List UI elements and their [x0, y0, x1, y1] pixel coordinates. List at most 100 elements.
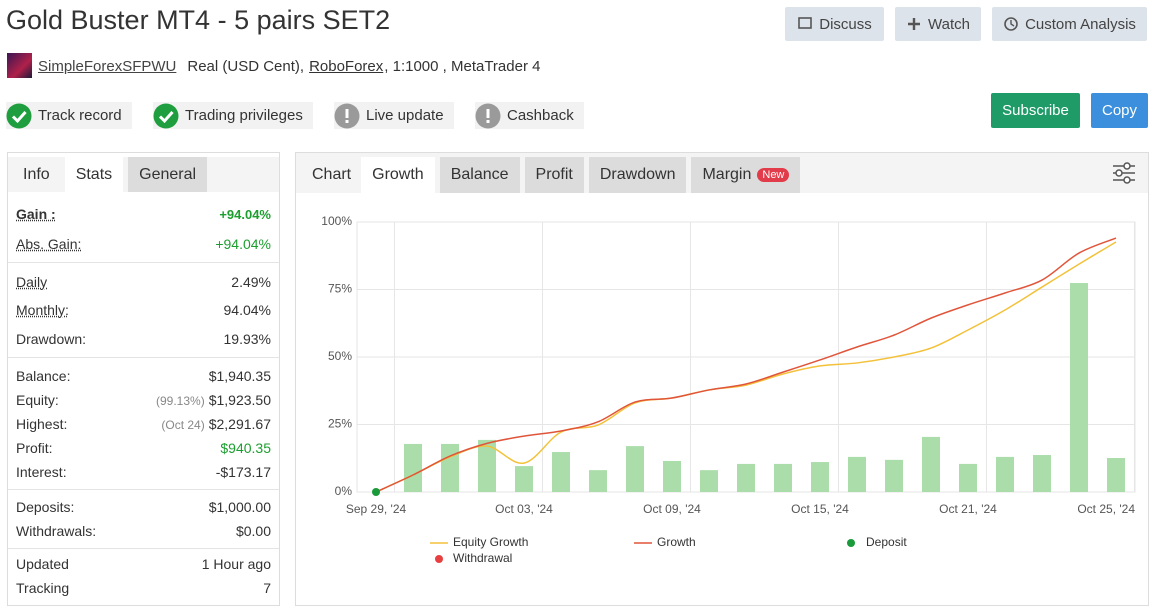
stats-value: 2.49%: [231, 273, 271, 290]
badge-circle: [153, 103, 179, 128]
account-line: SimpleForexSFPWU Real (USD Cent), RoboFore…: [38, 58, 540, 75]
header-button[interactable]: Watch: [895, 7, 981, 41]
stats-row: Abs. Gain: +94.04%: [8, 229, 279, 259]
y-tick-label: 25%: [328, 417, 352, 431]
stats-tab[interactable]: General: [128, 157, 208, 192]
header-button[interactable]: Custom Analysis: [992, 7, 1147, 41]
button-icon: [908, 18, 921, 30]
broker-link[interactable]: RoboForex: [309, 58, 384, 75]
settings-icon[interactable]: [1111, 161, 1137, 185]
status-badge: Track record: [6, 102, 132, 129]
stats-tab[interactable]: Info: [23, 165, 50, 183]
status-badge: Live update: [334, 102, 454, 129]
stats-row: Gain : +94.04%: [8, 199, 279, 229]
stats-value-wrap: $1,000.00: [209, 499, 271, 515]
chart-tab[interactable]: Profit: [524, 157, 584, 193]
button-label: Custom Analysis: [1025, 15, 1136, 33]
stats-row: Monthly: 94.04%: [8, 296, 279, 325]
stats-value: $1,000.00: [208, 499, 271, 516]
stats-value-wrap: 94.04%: [224, 302, 271, 318]
chart-tab[interactable]: Margin New: [691, 157, 801, 193]
x-tick-label: Oct 15, '24: [791, 502, 849, 516]
action-button[interactable]: Subscribe: [991, 93, 1080, 128]
action-button[interactable]: Copy: [1091, 93, 1148, 128]
stats-groups: Gain : +94.04% Abs. Gain: +94.04% Daily 2.49%…: [8, 196, 279, 603]
stats-note: (Oct 24): [161, 417, 205, 432]
y-tick-label: 100%: [321, 214, 352, 228]
icon-shape: [1010, 20, 1015, 27]
stats-value: $1,940.35: [208, 367, 271, 384]
stats-value-wrap: 2.49%: [231, 274, 271, 290]
check: [11, 110, 27, 123]
series-line: [375, 241, 1117, 493]
bar: [811, 462, 829, 492]
avatar: [7, 53, 32, 78]
stats-value-wrap: $0.00: [236, 523, 271, 539]
slider-knob: [1115, 169, 1123, 177]
chart-tab[interactable]: Drawdown: [588, 157, 687, 193]
series-line: [375, 237, 1117, 493]
chart-tab-label: Balance: [450, 166, 509, 183]
stats-value: 1 Hour ago: [201, 556, 271, 572]
chart-tab[interactable]: Growth: [361, 157, 435, 193]
stats-value-wrap: 7: [263, 580, 271, 596]
x-tick-label: Sep 29, '24: [346, 502, 407, 516]
legend-label: Deposit: [866, 535, 907, 549]
bar: [996, 456, 1014, 492]
stats-row: Profit: $940.35: [8, 436, 279, 460]
bar: [404, 443, 422, 492]
x-tick-label: Oct 03, '24: [495, 502, 553, 516]
bar: [1107, 457, 1125, 492]
status-badge: Cashback: [475, 102, 584, 129]
stats-label: Gain :: [16, 206, 56, 222]
new-badge: New: [757, 168, 790, 182]
stats-label: Profit:: [16, 439, 53, 456]
stats-row: Balance: $1,940.35: [8, 364, 279, 388]
stats-label: Balance:: [16, 367, 71, 384]
chart-panel: Chart Growth Balance Profit Drawdown Margin Ne…: [295, 152, 1149, 606]
y-tick-label: 0%: [335, 484, 353, 498]
badge-label: Trading privileges: [185, 107, 303, 124]
chart-tab-label: Growth: [372, 166, 424, 183]
author-link[interactable]: SimpleForexSFPWU: [38, 58, 177, 75]
stats-value-wrap: $940.35: [220, 440, 271, 456]
legend-label: Withdrawal: [453, 551, 512, 565]
bar: [478, 439, 496, 492]
stats-label: Interest:: [16, 463, 67, 480]
icon-shape: [908, 18, 921, 30]
mark: [486, 108, 490, 118]
chart-tabs: Chart Growth Balance Profit Drawdown Margin Ne…: [296, 153, 1148, 193]
button-icon: [798, 17, 813, 29]
chart: 0% 25% 50% 75% 100% Sep 29, '24 Oct 03, '24 Oct…: [321, 214, 1136, 565]
badge-label: Live update: [366, 107, 444, 124]
mark: [345, 108, 349, 118]
chart-tab-label: Profit: [535, 166, 573, 183]
header-button[interactable]: Discuss: [785, 7, 884, 41]
x-tick-label: Oct 21, '24: [939, 502, 997, 516]
stats-row: Equity: (99.13%) $1,923.50: [8, 388, 279, 412]
bar: [848, 456, 866, 492]
check: [158, 110, 174, 123]
bar: [663, 460, 681, 492]
stats-group: Deposits: $1,000.00 Withdrawals: $0.00: [8, 490, 279, 549]
bar: [626, 446, 644, 492]
stats-tab[interactable]: Stats: [64, 157, 124, 192]
chart-tab[interactable]: Balance: [439, 157, 520, 193]
bar: [515, 466, 533, 492]
stats-label: Monthly:: [16, 302, 69, 318]
stats-value: 94.04%: [223, 302, 271, 318]
stats-value-wrap: (99.13%) $1,923.50: [156, 392, 271, 408]
stats-group: Daily 2.49% Monthly: 94.04% Drawdown: 19.93%: [8, 263, 279, 358]
stats-value: $0.00: [235, 522, 271, 539]
stats-value-wrap: 19.93%: [224, 331, 271, 347]
stats-value-wrap: -$173.17: [216, 464, 271, 480]
stats-row: Withdrawals: $0.00: [8, 519, 279, 543]
bar: [922, 436, 940, 492]
stats-value: +94.04%: [215, 236, 271, 252]
stats-label: Abs. Gain:: [16, 236, 82, 252]
event-point: [372, 488, 380, 496]
stats-group: Gain : +94.04% Abs. Gain: +94.04%: [8, 196, 279, 263]
y-tick-label: 75%: [328, 282, 352, 296]
stats-value-wrap: +94.04%: [219, 207, 271, 222]
stats-value-wrap: 1 Hour ago: [202, 556, 271, 572]
